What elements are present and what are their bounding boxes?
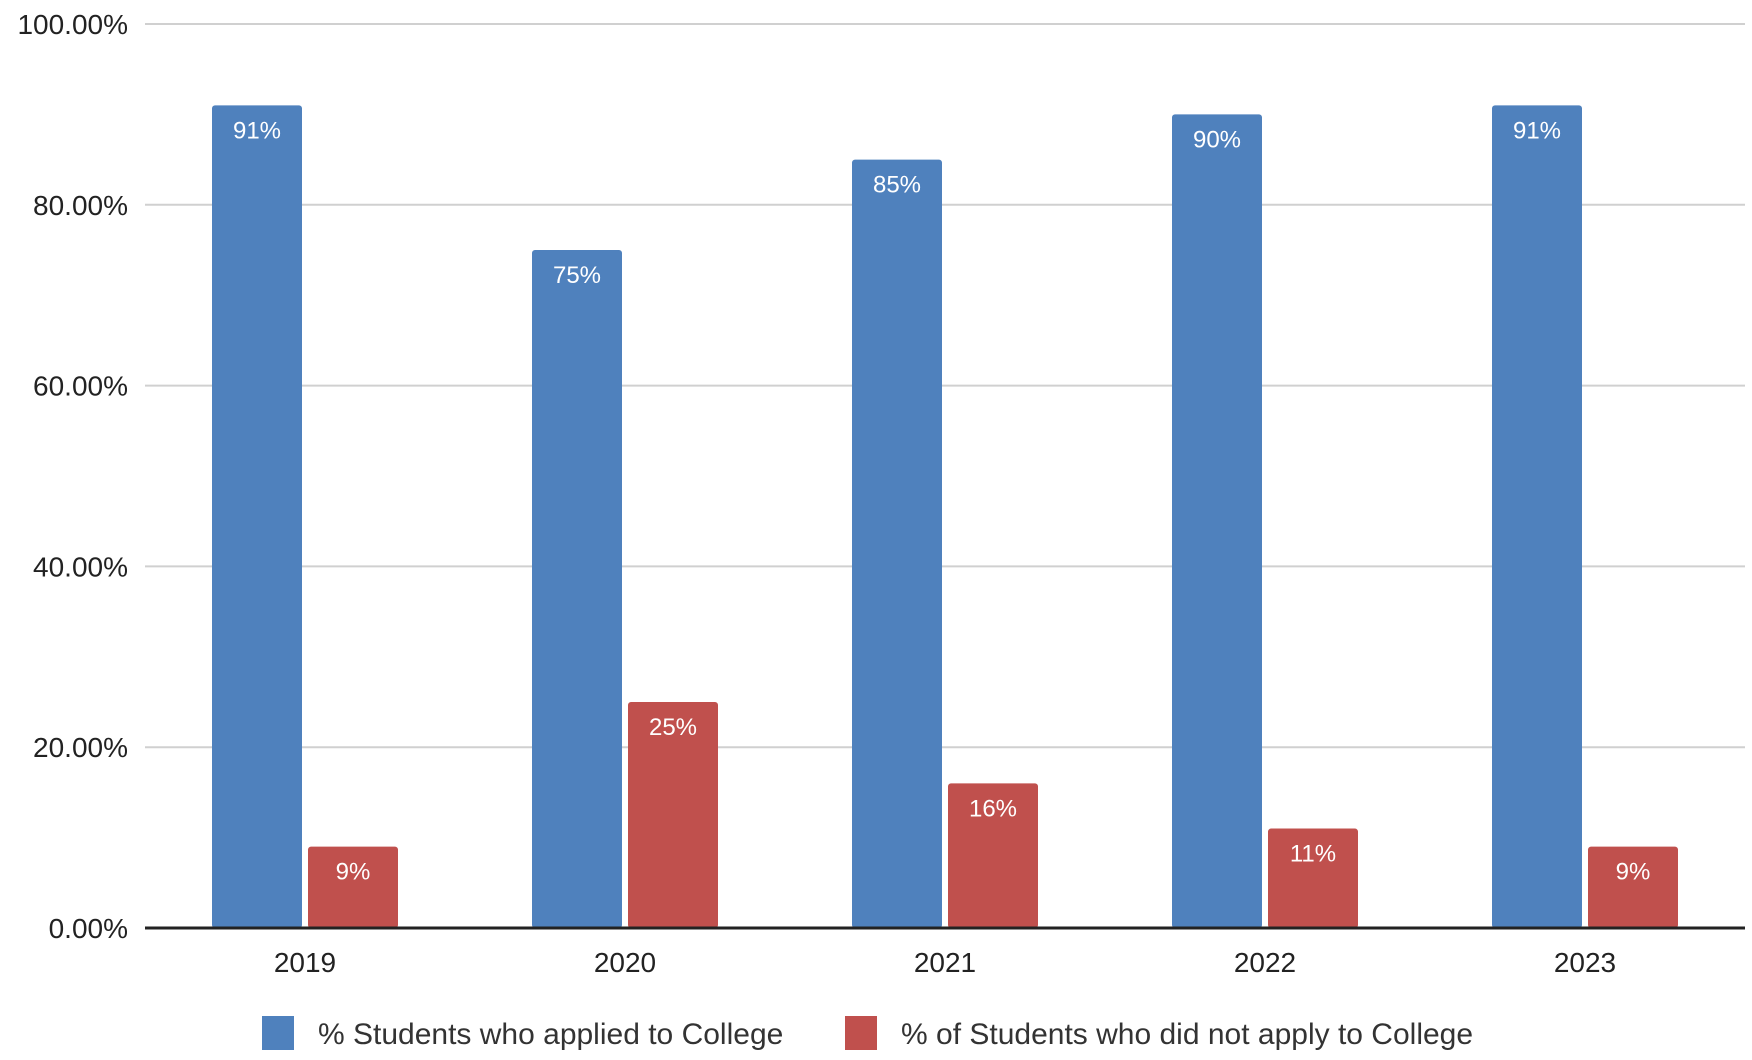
x-tick-label: 2023: [1554, 947, 1616, 978]
y-axis: 0.00% 20.00% 40.00% 60.00% 80.00% 100.00%: [17, 9, 128, 944]
x-tick-label: 2022: [1234, 947, 1296, 978]
bars: 91% 9% 75% 25% 85% 16% 90% 11% 91% 9%: [212, 105, 1678, 929]
bar-applied-2020: [532, 250, 622, 928]
bar-data-label: 25%: [649, 714, 697, 741]
bar-data-label: 9%: [1616, 859, 1651, 886]
bar-data-label: 85%: [873, 172, 921, 199]
x-axis: 2019 2020 2021 2022 2023: [145, 926, 1745, 978]
legend-swatch: [262, 1016, 294, 1050]
bar-data-label: 75%: [553, 262, 601, 289]
bar-data-label: 16%: [969, 795, 1017, 822]
y-tick-label: 0.00%: [49, 913, 128, 944]
legend-label: % of Students who did not apply to Colle…: [901, 1018, 1473, 1051]
gridlines: [145, 23, 1745, 749]
bar-data-label: 9%: [336, 859, 371, 886]
bar-applied-2023: [1492, 105, 1582, 929]
x-tick-label: 2019: [274, 947, 336, 978]
legend-label: % Students who applied to College: [318, 1018, 783, 1051]
legend: % Students who applied to College % of St…: [262, 1016, 1473, 1051]
bar-applied-2021: [852, 159, 942, 929]
x-tick-label: 2021: [914, 947, 976, 978]
bar-not-applied-2023: [1588, 846, 1678, 928]
bar-not-applied-2019: [308, 846, 398, 928]
bar-data-label: 90%: [1193, 126, 1241, 153]
bar-not-applied-2020: [628, 702, 718, 928]
bar-not-applied-2021: [948, 783, 1038, 928]
y-tick-label: 40.00%: [33, 551, 128, 582]
bar-data-label: 91%: [1513, 117, 1561, 144]
y-tick-label: 100.00%: [17, 9, 128, 40]
y-tick-label: 80.00%: [33, 190, 128, 221]
y-tick-label: 20.00%: [33, 732, 128, 763]
bar-data-label: 11%: [1290, 841, 1336, 868]
legend-swatch: [845, 1016, 877, 1050]
bar-not-applied-2022: [1268, 828, 1358, 928]
y-tick-label: 60.00%: [33, 371, 128, 402]
bar-data-label: 91%: [233, 117, 281, 144]
bar-applied-2019: [212, 105, 302, 929]
x-tick-label: 2020: [594, 947, 656, 978]
bar-applied-2022: [1172, 114, 1262, 928]
